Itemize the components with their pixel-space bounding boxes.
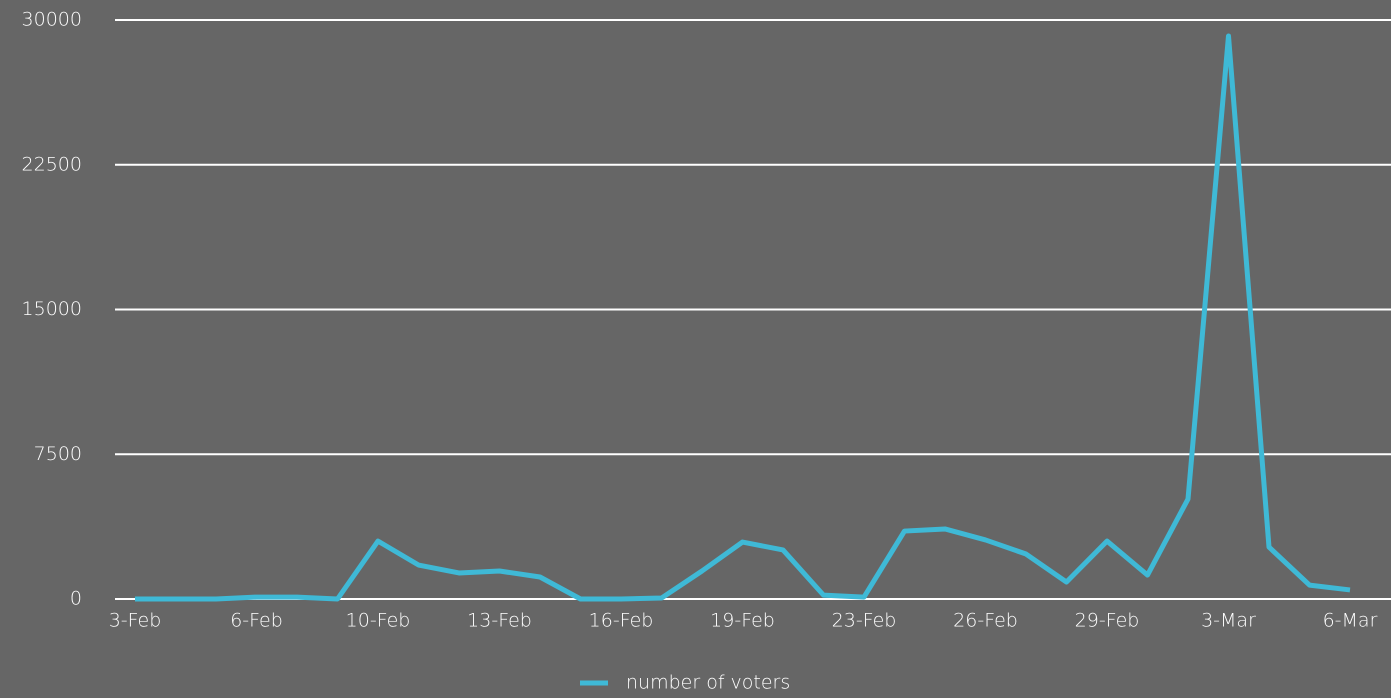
- x-tick-label: 26-Feb: [953, 610, 1018, 632]
- y-tick-label: 30000: [22, 9, 82, 31]
- y-tick-label: 7500: [34, 443, 82, 465]
- x-tick-label: 3-Feb: [109, 610, 162, 632]
- x-tick-label: 13-Feb: [467, 610, 532, 632]
- x-tick-label: 6-Feb: [230, 610, 283, 632]
- y-tick-label: 0: [70, 588, 82, 610]
- x-tick-label: 23-Feb: [832, 610, 897, 632]
- x-tick-label: 10-Feb: [346, 610, 411, 632]
- data-line: [135, 33, 1351, 602]
- y-tick-label: 15000: [22, 298, 82, 320]
- x-tick-label: 29-Feb: [1075, 610, 1140, 632]
- legend-label: number of voters: [626, 672, 790, 694]
- x-tick-label: 6-Mar: [1323, 610, 1378, 632]
- x-tick-label: 3-Mar: [1201, 610, 1256, 632]
- x-tick-label: 19-Feb: [710, 610, 775, 632]
- x-tick-label: 16-Feb: [589, 610, 654, 632]
- y-tick-label: 22500: [22, 153, 82, 175]
